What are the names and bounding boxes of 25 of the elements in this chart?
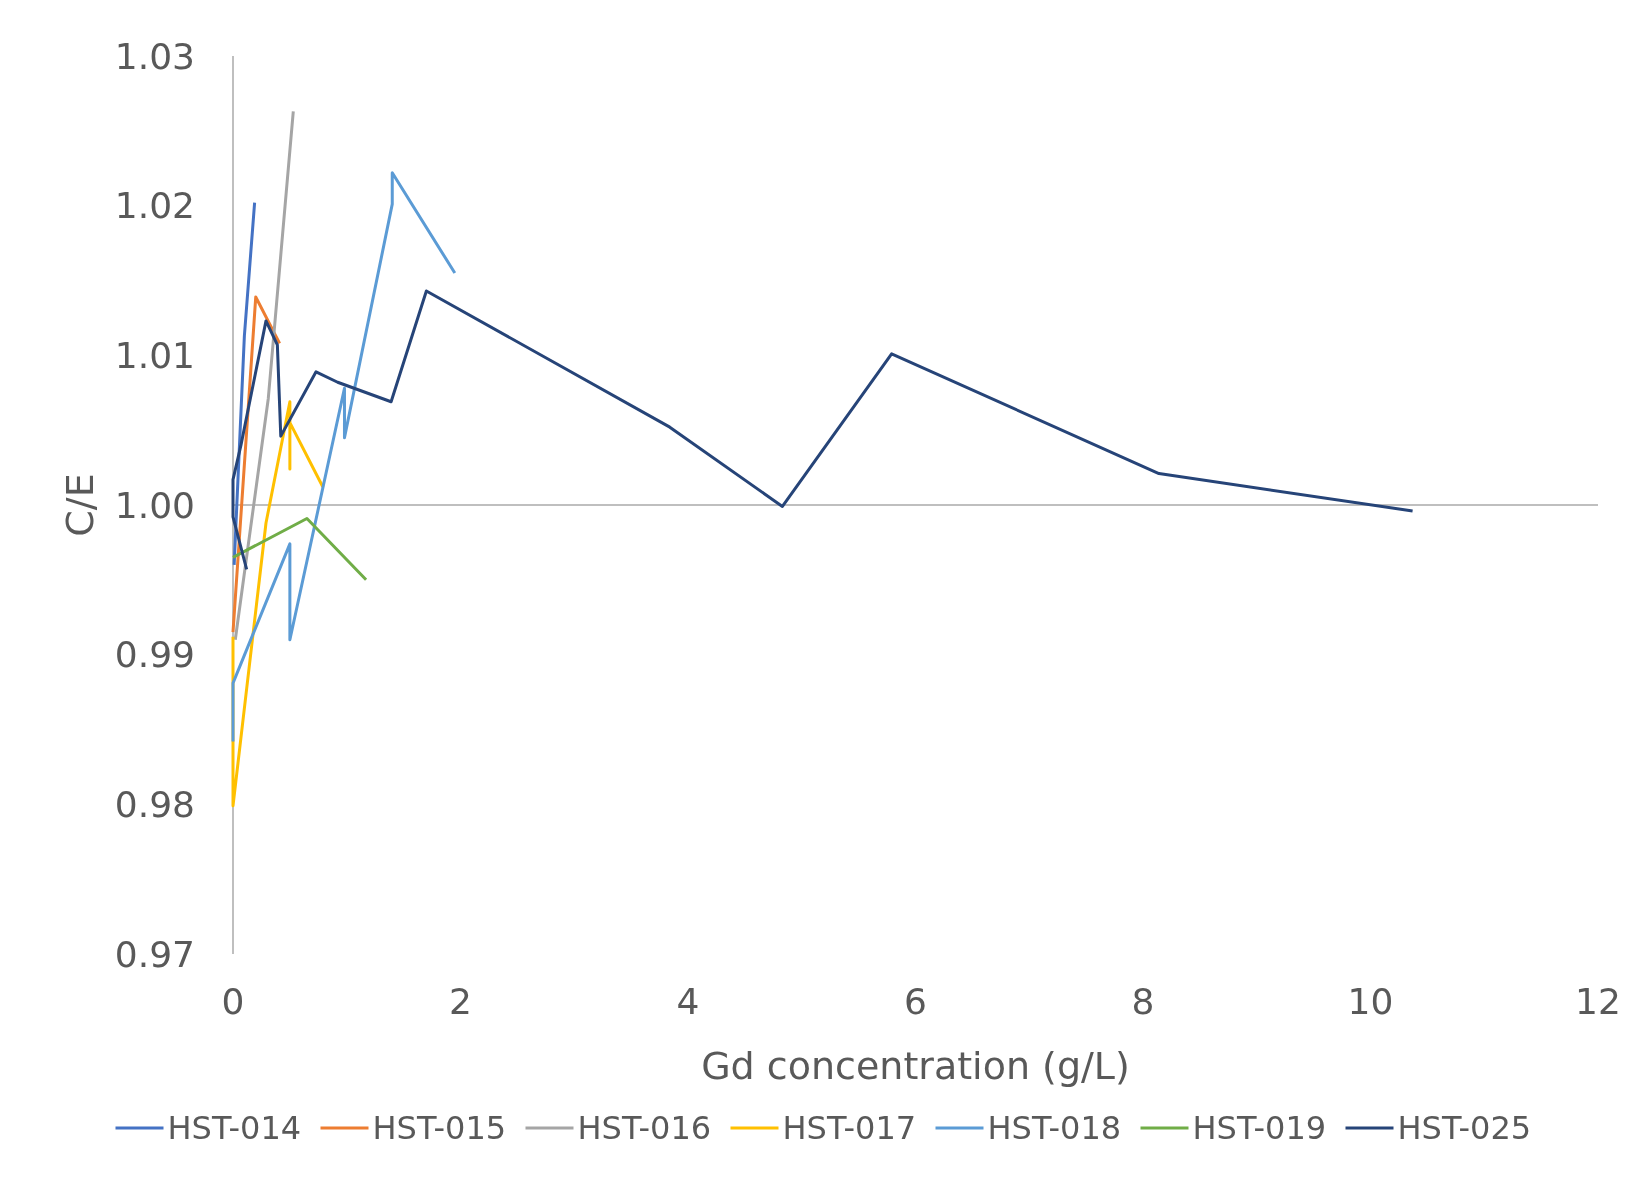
x-tick-label: 2 [449, 981, 472, 1022]
legend-label: HST-018 [987, 1109, 1122, 1148]
y-tick-label: 1.01 [114, 334, 195, 376]
x-tick-label: 6 [904, 981, 927, 1022]
legend-label: HST-019 [1192, 1109, 1327, 1148]
x-axis-title: Gd concentration (g/L) [701, 1044, 1130, 1088]
line-series [231, 171, 457, 743]
y-axis-title: C/E [58, 473, 102, 537]
y-tick-label: 1.03 [114, 35, 195, 77]
y-tick-label: 1.02 [114, 185, 195, 227]
x-tick-label: 4 [676, 981, 700, 1022]
legend-label: HST-015 [372, 1109, 507, 1148]
line-series [231, 289, 1415, 571]
legend-label: HST-025 [1397, 1109, 1532, 1148]
y-tick-label: 0.98 [114, 783, 195, 825]
x-tick-label: 0 [221, 981, 245, 1022]
legend-label: HST-014 [167, 1109, 302, 1148]
legend-label: HST-017 [782, 1109, 917, 1148]
x-tick-label: 8 [1131, 981, 1155, 1022]
x-tick-label: 10 [1347, 981, 1394, 1022]
y-tick-label: 0.99 [114, 634, 195, 676]
x-tick-label: 12 [1575, 981, 1621, 1022]
y-tick-label: 0.97 [114, 933, 195, 975]
legend-label: HST-016 [577, 1109, 712, 1148]
y-tick-label: 1.00 [114, 484, 195, 526]
